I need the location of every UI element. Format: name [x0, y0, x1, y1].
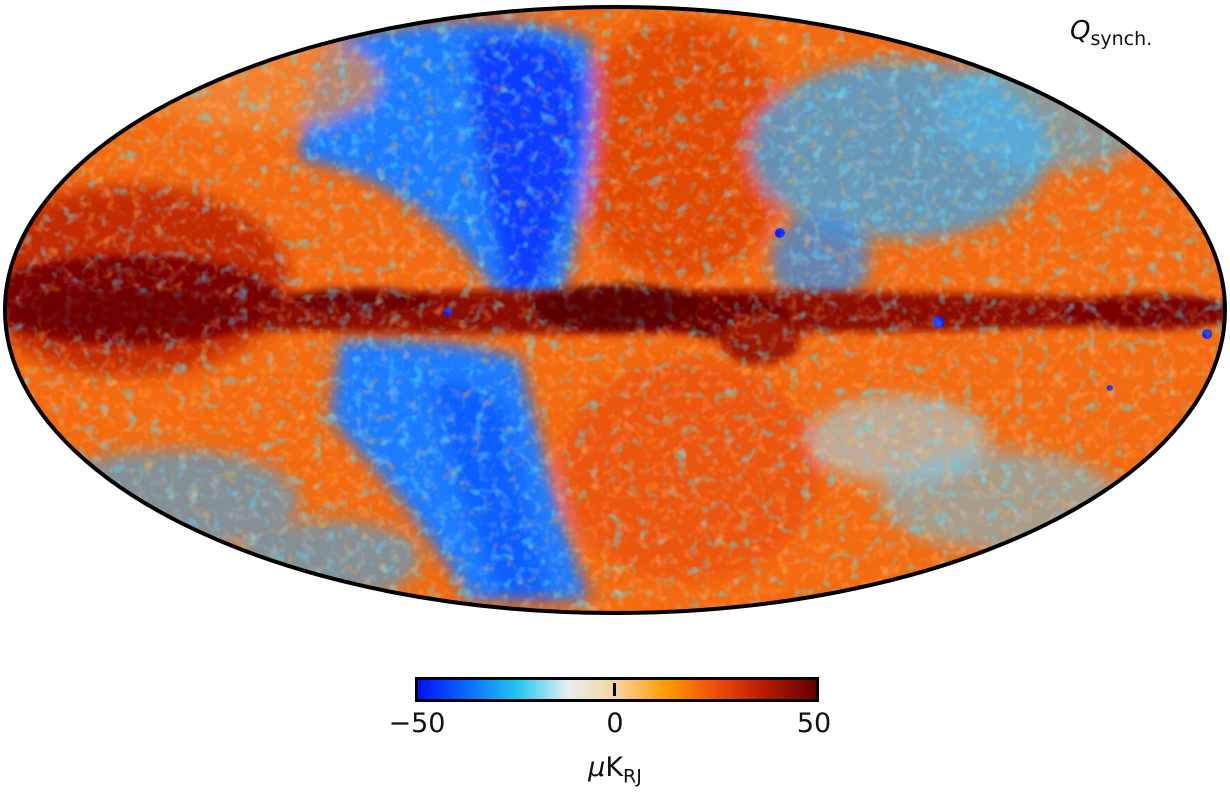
sky-map [3, 5, 1227, 615]
unit-subscript: RJ [623, 765, 642, 788]
map-component-label: Qsynch. [1070, 16, 1152, 50]
unit-symbol: μ [588, 752, 606, 783]
colorbar-unit-label: μKRJ [588, 752, 642, 787]
colorbar-zero-tick [613, 683, 616, 696]
colorbar-mid-label: 0 [606, 708, 624, 739]
colorbar-min-label: −50 [388, 708, 446, 739]
unit-main: K [605, 752, 624, 783]
map-boundary [3, 5, 1227, 615]
colorbar [415, 677, 819, 702]
colorbar-max-label: 50 [796, 708, 832, 739]
component-subscript: synch. [1090, 28, 1153, 51]
component-symbol: Q [1070, 16, 1091, 46]
